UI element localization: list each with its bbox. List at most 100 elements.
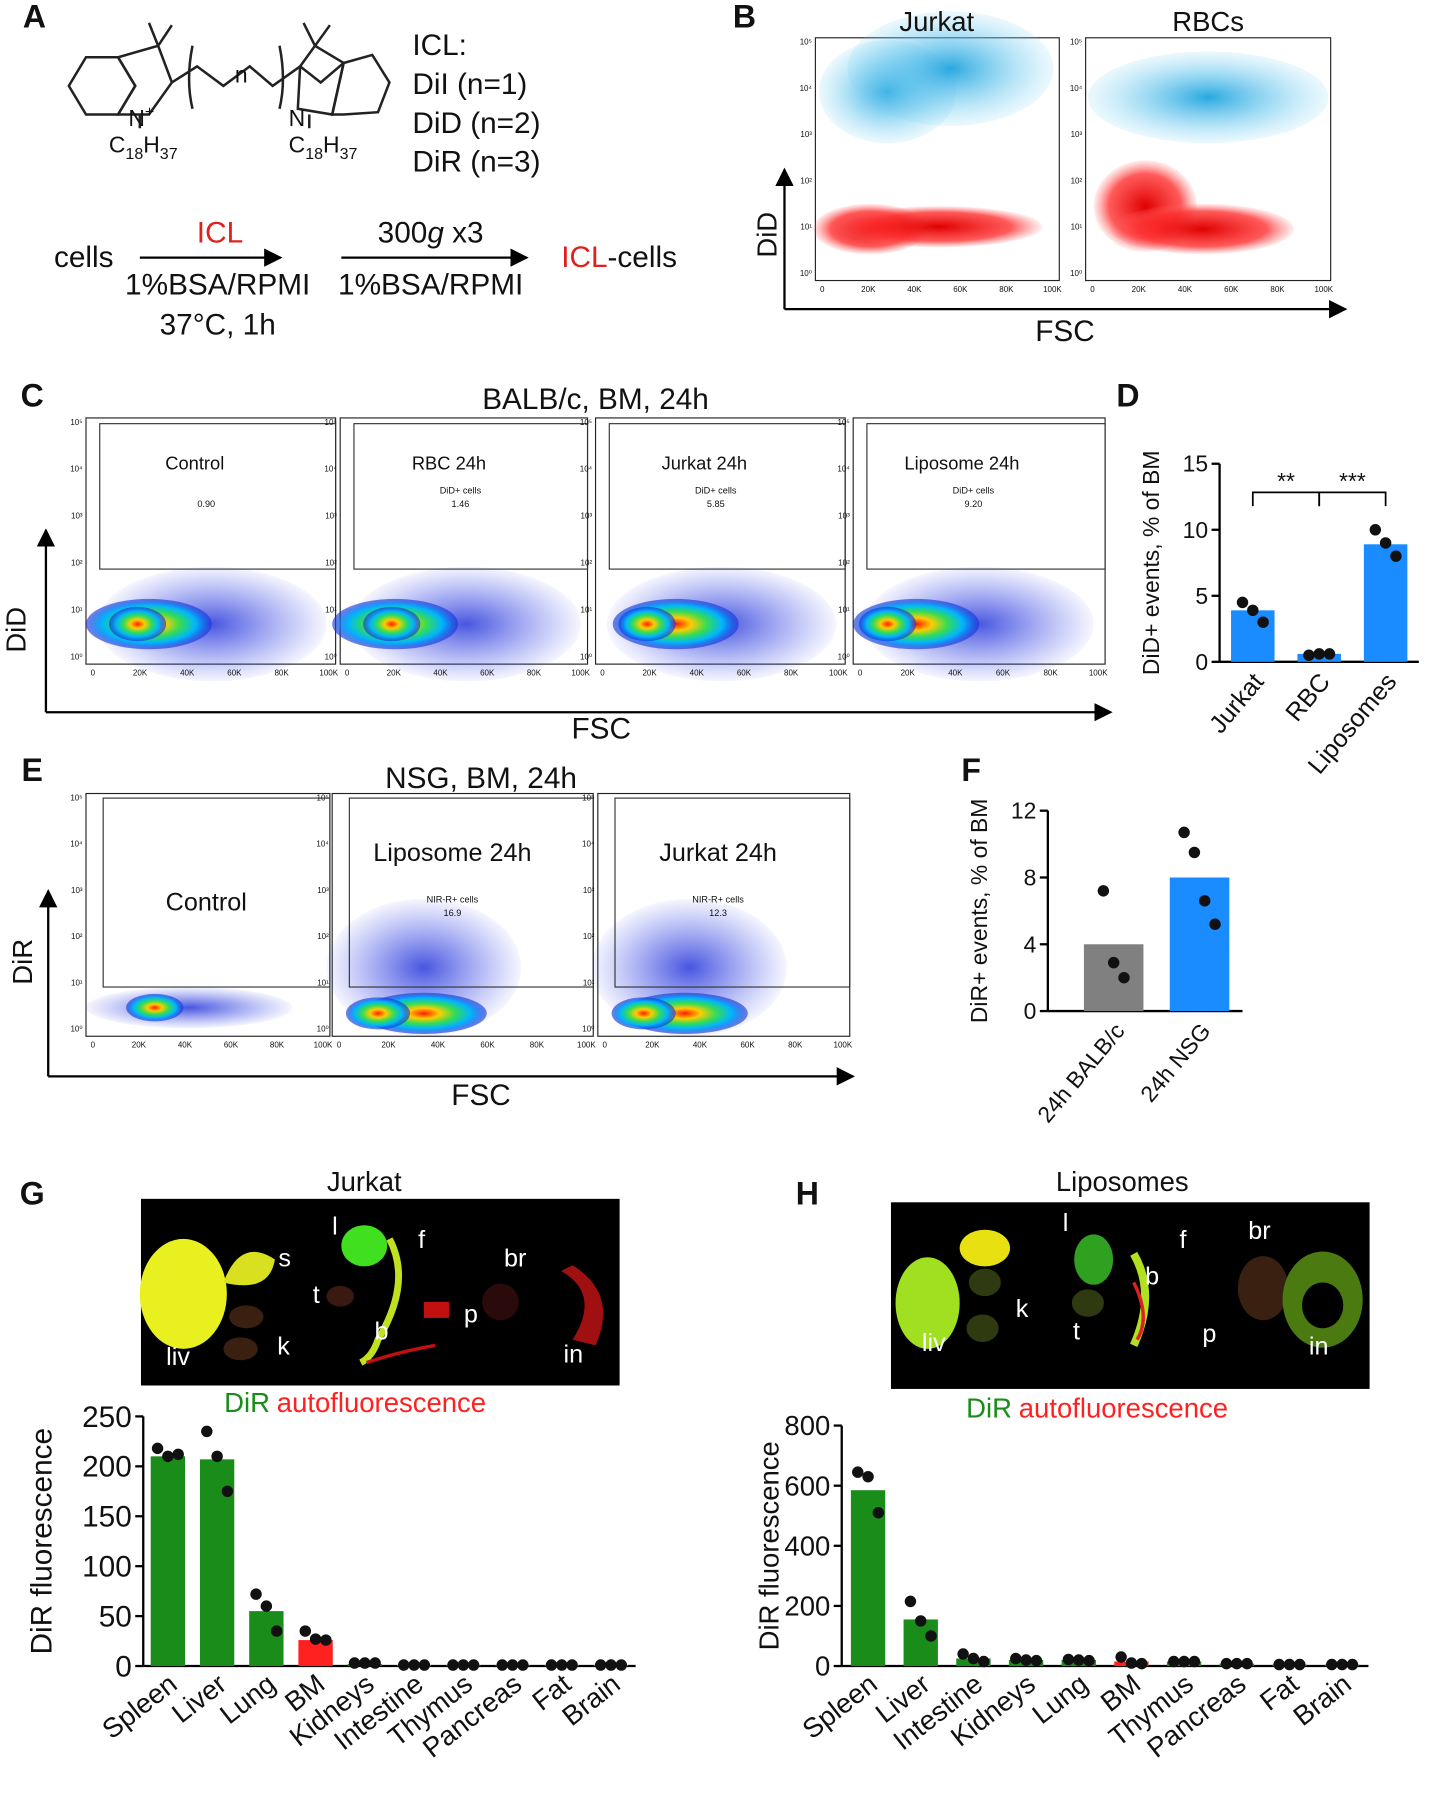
c: C <box>289 131 306 157</box>
y-tick-label: 10² <box>838 559 850 568</box>
organ-label: t <box>313 1281 320 1309</box>
organ-label: b <box>375 1318 389 1346</box>
gate-label: NIR-R+ cells <box>427 894 479 904</box>
data-point <box>1236 596 1249 609</box>
gate <box>348 797 594 988</box>
data-point <box>1125 1657 1138 1669</box>
legend-item: DiI (n=1) <box>412 68 527 101</box>
density-cloud <box>363 606 421 642</box>
legend: DiR autofluorescence <box>966 1393 1228 1424</box>
organ-label: k <box>1016 1295 1029 1323</box>
legend-entry: DiR <box>224 1387 270 1418</box>
y-tick-label: 0 <box>1024 998 1037 1024</box>
x-tick-label: 24h BALB/c <box>1032 1018 1130 1127</box>
data-point <box>348 1657 361 1669</box>
data-point <box>1198 895 1211 907</box>
x-tick-label: 60K <box>227 669 242 678</box>
data-point <box>151 1442 164 1455</box>
chart-title: Liposomes <box>1056 1166 1189 1197</box>
gate-name: RBC 24h <box>412 452 486 473</box>
y-tick-label: 10³ <box>800 130 812 139</box>
data-point <box>467 1659 480 1671</box>
y-tick-label: 10⁴ <box>324 465 337 474</box>
organ-label: f <box>1180 1226 1188 1254</box>
bar <box>249 1611 284 1667</box>
x-tick-label: 60K <box>480 669 495 678</box>
x-tick-label: 80K <box>270 1041 285 1050</box>
organ-label: liv <box>166 1343 190 1371</box>
organs <box>139 1225 1363 1366</box>
data-point <box>309 1633 322 1645</box>
x-tick-label: 0 <box>820 285 825 294</box>
data-point <box>1220 1657 1233 1670</box>
x-tick-label: 60K <box>480 1041 495 1050</box>
data-point <box>1303 649 1315 661</box>
density-cloud <box>836 206 1043 248</box>
data-point <box>506 1659 519 1671</box>
product-cells: -cells <box>608 241 677 274</box>
data-point <box>1107 956 1120 969</box>
x-tick-label: 0 <box>1090 285 1095 294</box>
data-point <box>1188 846 1201 859</box>
data-point <box>1283 1658 1296 1671</box>
data-point <box>1168 1655 1180 1668</box>
y-tick-label: 10⁴ <box>70 840 83 849</box>
organ-label: t <box>1073 1318 1080 1346</box>
h: H <box>143 131 160 157</box>
data-point <box>201 1425 213 1438</box>
chain-label: C18H37 <box>289 131 358 163</box>
data-point <box>862 1470 874 1483</box>
x-tick-label: 0 <box>345 669 350 678</box>
x-tick-label: 0 <box>602 1041 607 1050</box>
panel-label: E <box>21 752 42 788</box>
y-tick-label: 50 <box>99 1601 132 1634</box>
x-tick-label: 20K <box>861 285 876 294</box>
organ-label: liv <box>922 1329 946 1357</box>
data-point <box>1257 616 1269 628</box>
y-tick-label: 10¹ <box>317 978 329 987</box>
data-point <box>925 1630 937 1642</box>
y-axis-label: DiR+ events, % of BM <box>966 799 992 1024</box>
x-tick-label: 20K <box>645 1041 660 1050</box>
repeat-label: n <box>235 61 248 87</box>
x-tick-label: 100K <box>319 669 338 678</box>
organ-label: p <box>1202 1320 1216 1348</box>
y-tick-label: 250 <box>82 1401 132 1434</box>
data-point <box>1209 918 1221 930</box>
data-point <box>615 1659 628 1671</box>
data-point <box>1020 1654 1032 1666</box>
y-tick-label: 10² <box>71 559 83 568</box>
reagent: ICL <box>197 217 243 250</box>
chart-title: Jurkat <box>327 1166 402 1197</box>
y-tick-label: 10³ <box>838 512 850 521</box>
spin-repeat: x3 <box>444 217 484 250</box>
x-tick-label: RBC <box>1280 668 1336 727</box>
data-point <box>1336 1658 1348 1671</box>
bar <box>850 1490 886 1667</box>
data-point <box>1241 1657 1253 1670</box>
atom: N <box>128 105 145 131</box>
x-tick-label: 80K <box>1270 285 1285 294</box>
data-point <box>1083 1654 1095 1667</box>
y-tick-label: 10 <box>1183 517 1208 543</box>
x-tick-label: 100K <box>829 669 848 678</box>
y-tick-label: 200 <box>784 1591 830 1622</box>
data-point <box>162 1450 174 1463</box>
significance-label: ** <box>1277 468 1295 494</box>
y-tick-label: 10² <box>317 932 329 941</box>
y-axis-label: DiR fluorescence <box>754 1441 785 1650</box>
significance-label: *** <box>1339 468 1366 494</box>
y-tick-label: 10⁰ <box>580 653 592 662</box>
data-point <box>398 1659 410 1671</box>
bar <box>903 1619 938 1667</box>
axis-label: FSC <box>571 713 631 746</box>
density-cloud <box>351 566 581 682</box>
gate-value: 5.85 <box>707 499 725 509</box>
x-tick-label: 100K <box>1314 285 1333 294</box>
legend-entry: autofluorescence <box>277 1387 486 1418</box>
x-tick-label: 80K <box>784 669 799 678</box>
y-tick-label: 10³ <box>71 886 83 895</box>
y-tick-label: 10⁰ <box>325 653 337 662</box>
y-tick-label: 10⁵ <box>580 418 592 427</box>
